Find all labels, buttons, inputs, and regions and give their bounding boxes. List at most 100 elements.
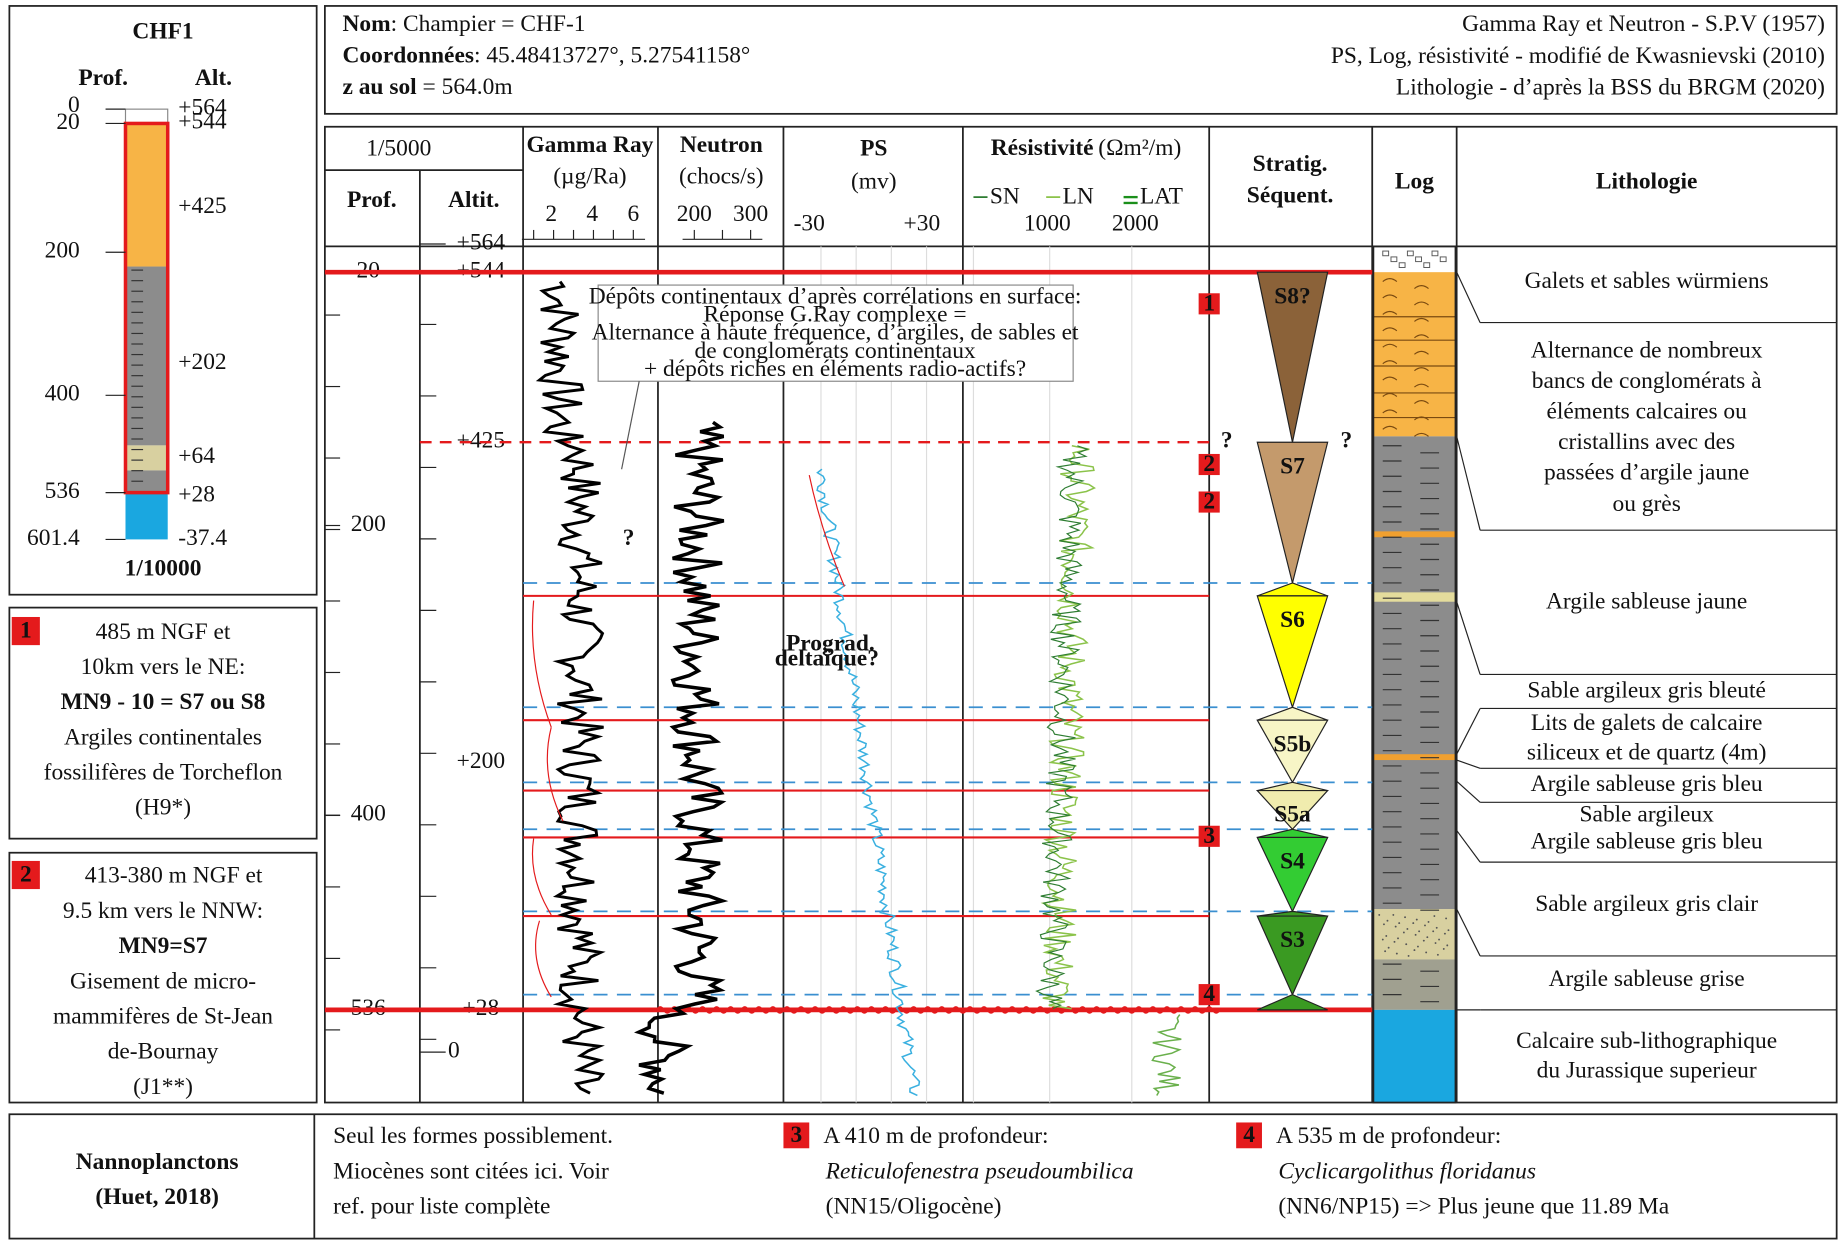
label: fossilifères de Torcheflon [44, 760, 283, 786]
label: (Huet, 2018) [95, 1184, 219, 1210]
marker-number: 4 [1243, 1122, 1255, 1148]
pebble [1382, 310, 1429, 322]
sand-dot [1426, 936, 1429, 939]
label: 1000 [1024, 211, 1071, 237]
neutron-trace [633, 420, 729, 1095]
sand-dot [1384, 950, 1387, 953]
label: A 535 m de profondeur: [1276, 1123, 1501, 1149]
box [323, 125, 1838, 1104]
sand-dot [1387, 946, 1390, 949]
rule [1456, 780, 1481, 803]
box [323, 5, 1838, 115]
sand-dot [1383, 923, 1385, 926]
pebble [1382, 278, 1429, 290]
label: Log [1395, 168, 1434, 194]
label: 400 [45, 381, 80, 407]
label: +202 [178, 349, 226, 375]
sand-dot [1385, 935, 1388, 937]
label: 2 [545, 201, 557, 227]
log-clay [125, 470, 168, 493]
annotation-line: Réponse G.Ray complexe = [703, 302, 966, 328]
marker-number: 1 [1203, 290, 1215, 316]
label: Lithologie [1596, 168, 1698, 194]
header-key: Coordonnées [342, 43, 474, 69]
header-value: : Champier = CHF-1 [391, 11, 586, 37]
legend-entry: SN [990, 184, 1020, 210]
box [8, 606, 318, 840]
label: 1/10000 [125, 555, 202, 581]
label: éléments calcaires ou [1546, 398, 1747, 424]
trend-arrow [531, 600, 552, 728]
res-name: Résistivité [991, 136, 1094, 162]
annotation-line: Alternance à haute fréquence, d’argiles,… [592, 320, 1079, 346]
label: Cyclicargolithus floridanus [1278, 1158, 1536, 1184]
label: 10km vers le NE: [81, 654, 246, 680]
sequence-down [1256, 595, 1329, 710]
res-title: Résistivité (Ωm²/m) [991, 136, 1182, 162]
label: Stratig. [1253, 151, 1328, 177]
trend-arrow [531, 838, 552, 916]
sand-dot [1393, 940, 1396, 943]
sand-dot [1415, 918, 1418, 921]
label: bancs de conglomérats à [1532, 368, 1762, 394]
sand-dot [1442, 947, 1445, 950]
label: 485 m NGF et [96, 619, 231, 645]
sand-dot [1407, 954, 1410, 957]
marker [1198, 491, 1220, 513]
label: ? [1341, 428, 1353, 454]
label: 0 [68, 92, 80, 118]
sand-dot [1413, 949, 1416, 952]
sand-dot [1436, 953, 1439, 956]
label: MN9=S7 [119, 933, 208, 959]
pebble [1423, 262, 1431, 268]
label: Prof. [78, 65, 128, 91]
label: ? [623, 525, 635, 551]
res-sn-trace [1035, 445, 1089, 1010]
rule [1456, 759, 1481, 769]
label: Lits de galets de calcaire [1531, 710, 1763, 736]
marker-number: 3 [1203, 823, 1215, 849]
trend-arrow [535, 920, 552, 998]
sequence-label: S5a [1274, 802, 1311, 828]
label: PS, Log, résistivité - modifié de Kwasni… [1331, 43, 1825, 69]
marker [783, 1122, 810, 1149]
log-limestone [125, 492, 168, 540]
sand-dot [1427, 920, 1430, 923]
pebble [1382, 294, 1429, 306]
sand-dot [1414, 933, 1417, 936]
label: 536 [45, 478, 80, 504]
log-bed [1373, 531, 1456, 538]
rule [1456, 601, 1481, 675]
sand-dot [1422, 939, 1425, 942]
log-clay-sand [1373, 959, 1456, 1010]
label: (chocs/s) [679, 164, 764, 190]
label: (mv) [851, 168, 897, 194]
sand-dot [1425, 951, 1428, 954]
marker [1236, 1122, 1262, 1149]
trend-arrow [546, 727, 564, 822]
ps-trace [816, 468, 921, 1097]
sand-dot [1433, 915, 1436, 917]
sand-dot [1435, 926, 1438, 929]
label: (NN15/Oligocène) [826, 1193, 1002, 1219]
sand-dot [1424, 924, 1426, 927]
label: -37.4 [178, 525, 227, 551]
label: Argiles continentales [64, 724, 262, 750]
sand-dot [1404, 916, 1406, 919]
pebble [1382, 425, 1429, 437]
res-trace [1151, 1014, 1182, 1096]
label: +425 [178, 193, 226, 219]
sand-dot [1412, 922, 1415, 925]
well-title: CHF1 [132, 18, 193, 44]
label: siliceux et de quartz (4m) [1527, 740, 1767, 766]
pebble [1415, 256, 1422, 263]
sand-dot [1445, 917, 1448, 920]
label: passées d’argile jaune [1544, 459, 1749, 485]
label: MN9 - 10 = S7 ou S8 [61, 689, 266, 715]
marker [1198, 984, 1220, 1006]
sequence-down [1256, 271, 1329, 443]
sand-dot [1417, 945, 1419, 948]
legend-entry: LN [1063, 184, 1094, 210]
label: 4 [586, 201, 598, 227]
sand-dot [1397, 937, 1399, 940]
